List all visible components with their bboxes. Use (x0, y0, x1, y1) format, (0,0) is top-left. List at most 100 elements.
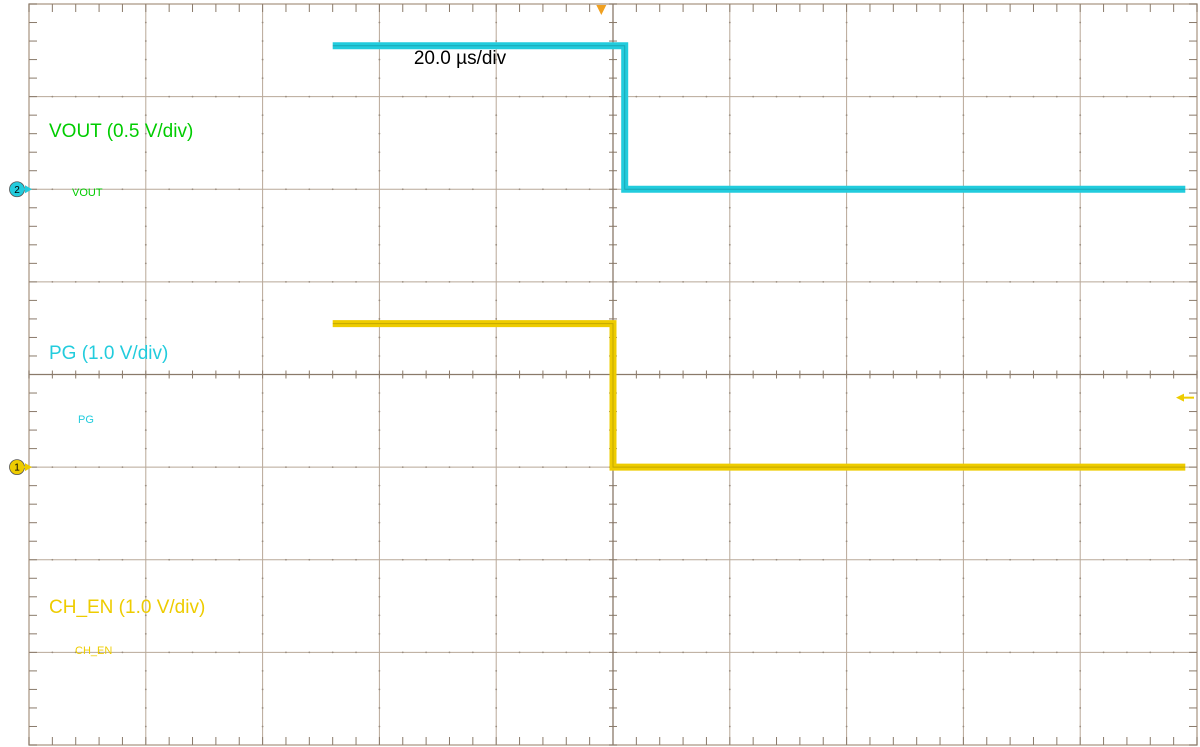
grid-dot (448, 651, 451, 654)
grid-dot (144, 410, 147, 413)
grid-dot (425, 280, 428, 283)
grid-dot (1102, 558, 1105, 561)
grid-dot (144, 225, 147, 228)
grid-dot (962, 262, 965, 265)
grid-dot (845, 299, 848, 302)
grid-dot (518, 558, 521, 561)
grid-dot (355, 188, 357, 191)
grid-dot (495, 410, 498, 413)
grid-dot (261, 688, 264, 691)
grid-dot (752, 558, 755, 561)
grid-dot (355, 651, 357, 654)
grid-dot (962, 355, 965, 357)
grid-dot (448, 280, 451, 283)
grid-dot (214, 95, 217, 98)
grid-dot (1126, 651, 1128, 654)
grid-dot (845, 632, 848, 635)
grid-dot (1079, 595, 1082, 598)
grid-dot (728, 114, 731, 117)
grid-dot (1079, 503, 1082, 506)
grid-dot (775, 95, 778, 98)
grid-dot (1009, 558, 1012, 561)
grid-dot (1079, 206, 1082, 209)
grid-dot (542, 651, 544, 654)
grid-dot (448, 188, 451, 191)
grid-dot (869, 558, 871, 561)
grid-dot (448, 558, 451, 561)
grid-dot (378, 58, 381, 61)
grid-dot (495, 262, 498, 265)
grid-dot (495, 577, 498, 580)
grid-dot (845, 355, 848, 357)
grid-dot (471, 651, 474, 654)
grid-dot (728, 318, 731, 320)
grid-dot (495, 40, 498, 42)
grid-dot (401, 95, 404, 98)
grid-dot (378, 262, 381, 265)
grid-dot (51, 188, 54, 191)
grid-dot (261, 632, 264, 635)
grid-dot (845, 670, 848, 672)
grid-dot (378, 725, 381, 728)
grid-dot (962, 521, 965, 524)
grid-dot (51, 558, 54, 561)
grid-dot (962, 225, 965, 228)
grid-dot (845, 392, 848, 394)
grid-dot (892, 280, 895, 283)
grid-dot (518, 95, 521, 98)
grid-dot (1079, 336, 1082, 339)
grid-dot (495, 632, 498, 635)
grid-dot (378, 540, 381, 543)
grid-dot (144, 132, 147, 135)
grid-dot (121, 558, 124, 561)
grid-dot (869, 651, 871, 654)
grid-dot (1079, 540, 1082, 543)
grid-dot (1055, 651, 1058, 654)
grid-dot (378, 40, 381, 42)
grid-dot (285, 95, 287, 98)
grid-dot (962, 595, 965, 598)
grid-dot (378, 614, 381, 617)
grid-dot (962, 299, 965, 302)
grid-dot (495, 151, 498, 154)
grid-dot (495, 707, 498, 709)
grid-dot (542, 280, 544, 283)
grid-dot (378, 707, 381, 709)
grid-dot (495, 77, 498, 79)
grid-dot (401, 466, 404, 469)
grid-dot (401, 188, 404, 191)
grid-dot (168, 188, 171, 191)
grid-dot (378, 243, 381, 246)
grid-dot (728, 355, 731, 357)
grid-dot (261, 540, 264, 543)
grid-dot (728, 336, 731, 339)
grid-dot (845, 540, 848, 543)
grid-dot (1079, 447, 1082, 450)
grid-dot (74, 651, 77, 654)
grid-dot (495, 595, 498, 598)
channel-markers: 421 (9, 5, 1194, 476)
grid-dot (495, 484, 498, 487)
grid-dot (1009, 651, 1012, 654)
grid-dot (261, 725, 264, 728)
grid-dot (144, 614, 147, 617)
grid-dot (728, 77, 731, 79)
grid-dot (962, 21, 965, 24)
grid-dot (378, 392, 381, 394)
grid-dot (1009, 95, 1012, 98)
grid-dot (378, 410, 381, 413)
grid-dot (822, 280, 825, 283)
grid-dot (1126, 558, 1128, 561)
grid-dot (518, 651, 521, 654)
grid-dot (261, 21, 264, 24)
grid-dot (401, 651, 404, 654)
grid-dot (728, 540, 731, 543)
grid-dot (214, 558, 217, 561)
grid-dot (144, 58, 147, 61)
grid-dot (1149, 651, 1152, 654)
grid-dot (518, 188, 521, 191)
grid-dot (261, 429, 264, 431)
grid-dot (518, 466, 521, 469)
grid-dot (214, 280, 217, 283)
grid-dot (728, 58, 731, 61)
